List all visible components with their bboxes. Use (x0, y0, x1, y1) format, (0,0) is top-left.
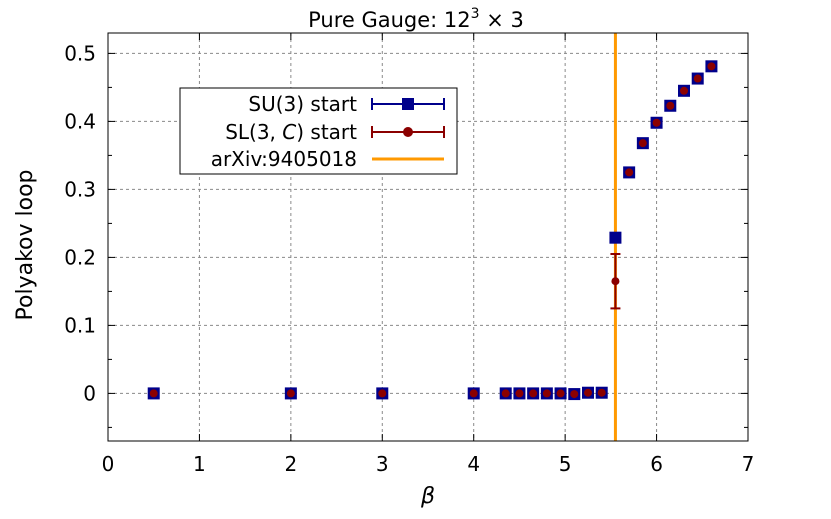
sl3c-point (597, 388, 606, 397)
chart-title: Pure Gauge: 123 × 3 (308, 6, 524, 32)
x-tick-label: 2 (284, 452, 297, 476)
y-tick-label: 0.4 (64, 109, 96, 133)
sl3c-point (556, 389, 565, 398)
x-tick-label: 6 (650, 452, 663, 476)
x-tick-label: 5 (559, 452, 572, 476)
legend-entry-sl3c: SL(3, C) start (225, 120, 445, 144)
sl3c-point (693, 74, 702, 83)
x-tick-label: 0 (102, 452, 115, 476)
sl3c-point (570, 390, 579, 399)
sl3c-point (666, 101, 675, 110)
x-axis-label: β (420, 484, 435, 509)
plot-frame (107, 32, 749, 442)
legend-label-sl3c: SL(3, C) start (225, 120, 357, 144)
sl3c-point (611, 277, 620, 286)
sl3c-point (501, 389, 510, 398)
sl3c-point (542, 389, 551, 398)
sl3c-point (638, 139, 647, 148)
sl3c-point (652, 118, 661, 127)
sl3c-point (149, 389, 158, 398)
y-tick-label: 0.3 (64, 177, 96, 201)
legend-swatch-sl3c (371, 126, 445, 138)
sl3c-point (469, 389, 478, 398)
y-tick-label: 0.2 (64, 245, 96, 269)
sl3c-point (286, 389, 295, 398)
legend-entry-arxiv: arXiv:9405018 (211, 147, 444, 171)
legend-entry-su3: SU(3) start (248, 92, 445, 116)
sl3c-point (515, 389, 524, 398)
sl3c-point (625, 168, 634, 177)
y-tick-label: 0.1 (64, 313, 96, 337)
x-tick-label: 7 (742, 452, 755, 476)
legend-label-arxiv: arXiv:9405018 (211, 147, 357, 171)
legend: SU(3) start SL(3, C) start arXiv:9405018 (179, 87, 458, 175)
sl3c-point (707, 62, 716, 71)
x-tick-label: 4 (467, 452, 480, 476)
series-sl3c-start (149, 62, 716, 399)
y-tick-label: 0.5 (64, 41, 96, 65)
y-tick-label: 0 (83, 381, 96, 405)
x-tick-label: 1 (193, 452, 206, 476)
series-layer (147, 60, 718, 401)
su3-point (609, 231, 622, 244)
legend-label-su3: SU(3) start (248, 92, 357, 116)
sl3c-point (680, 86, 688, 95)
legend-swatch-su3 (371, 98, 445, 110)
tick-layer: 0 1 2 3 4 5 6 7 0 0.1 0.2 0.3 0.4 0.5 (64, 33, 754, 476)
x-tick-label: 3 (376, 452, 389, 476)
sl3c-point (378, 389, 387, 398)
sl3c-point (529, 389, 538, 398)
y-axis-label: Polyakov loop (13, 170, 38, 321)
sl3c-point (584, 388, 592, 397)
